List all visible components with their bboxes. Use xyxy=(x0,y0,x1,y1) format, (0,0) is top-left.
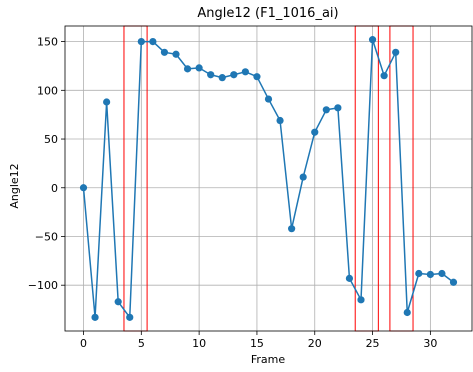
data-point xyxy=(334,104,342,112)
x-axis-label: Frame xyxy=(251,353,286,366)
data-point xyxy=(172,50,180,58)
data-point xyxy=(426,270,434,279)
data-point xyxy=(160,48,169,56)
x-axis-ticks: 0 5 10 15 20 25 30 xyxy=(80,331,437,350)
y-tick-label: 150 xyxy=(37,36,58,49)
data-point xyxy=(149,37,157,46)
x-tick-label: 30 xyxy=(423,337,437,350)
data-point xyxy=(230,71,238,79)
y-tick-label: −50 xyxy=(35,230,58,243)
data-point xyxy=(253,73,261,81)
x-tick-label: 10 xyxy=(192,337,206,350)
data-point xyxy=(392,48,400,56)
data-point xyxy=(114,298,122,306)
x-tick-label: 5 xyxy=(138,337,145,350)
x-tick-label: 20 xyxy=(308,337,322,350)
series-layer xyxy=(79,36,458,321)
data-point xyxy=(195,64,203,72)
data-point xyxy=(103,98,111,106)
data-point xyxy=(380,72,388,80)
data-point xyxy=(438,269,446,278)
data-point xyxy=(449,278,458,286)
y-tick-label: 0 xyxy=(51,182,58,195)
data-point xyxy=(403,308,411,317)
data-point xyxy=(415,269,423,278)
plot-frame xyxy=(64,25,473,332)
y-tick-label: 50 xyxy=(44,133,58,146)
data-point xyxy=(299,173,307,181)
x-tick-label: 25 xyxy=(366,337,380,350)
data-point xyxy=(357,296,365,304)
y-tick-label: −100 xyxy=(28,279,58,292)
x-tick-label: 0 xyxy=(80,337,87,350)
y-tick-label: 100 xyxy=(37,84,58,97)
y-axis-label: Angle12 xyxy=(8,163,21,208)
data-point xyxy=(368,36,377,44)
data-point xyxy=(91,313,99,321)
data-point xyxy=(288,225,296,233)
data-point xyxy=(264,95,273,103)
data-point xyxy=(183,65,192,73)
x-tick-label: 15 xyxy=(250,337,264,350)
data-point xyxy=(79,184,88,192)
data-point xyxy=(345,274,354,282)
grid-lines xyxy=(65,26,472,331)
data-point xyxy=(218,74,226,82)
data-point xyxy=(276,116,284,125)
data-point xyxy=(241,68,249,76)
data-point xyxy=(311,128,319,136)
y-axis-ticks: −100 −50 0 50 100 150 xyxy=(28,36,65,292)
chart-title: Angle12 (F1_1016_ai) xyxy=(197,6,338,21)
data-point xyxy=(126,313,134,321)
data-point xyxy=(137,37,145,46)
data-point xyxy=(207,71,215,79)
data-point xyxy=(322,106,330,114)
series-line xyxy=(82,38,454,319)
